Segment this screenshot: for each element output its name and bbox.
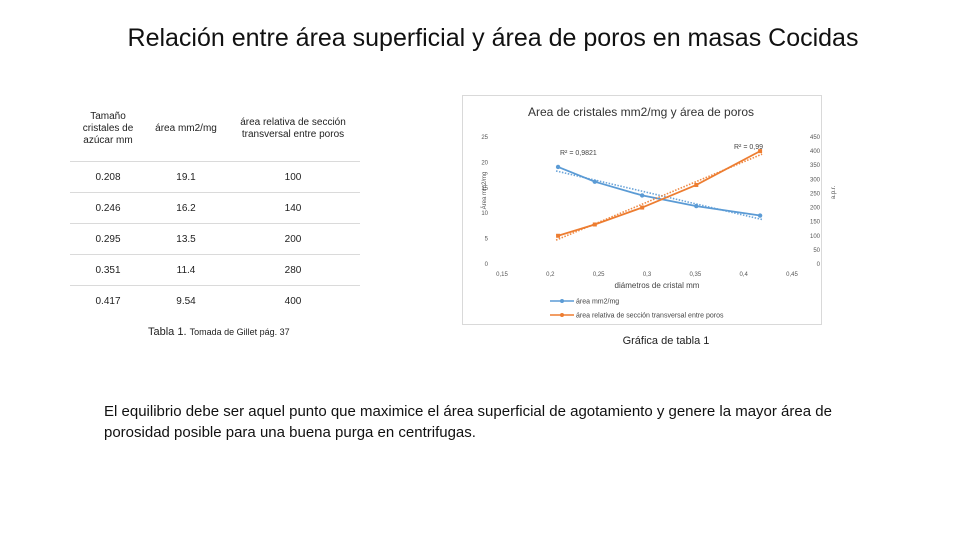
y-right-tick-label: 100 — [810, 234, 821, 240]
x-tick-label: 0,25 — [593, 272, 605, 278]
conclusion-text: El equilibrio debe ser aquel punto que m… — [104, 403, 832, 441]
r2-label-pores: R² = 0,99 — [734, 144, 763, 151]
header-relative-area: área relativa de sección transversal ent… — [240, 117, 346, 140]
data-point — [556, 233, 561, 238]
data-point — [757, 213, 763, 218]
table-row: 0.246 16.2 140 — [70, 192, 360, 224]
x-tick-label: 0,3 — [643, 272, 652, 278]
table-caption-main: Tabla 1. — [148, 326, 187, 338]
x-tick-label: 0,45 — [786, 272, 798, 278]
legend-label: área mm2/mg — [576, 299, 619, 306]
r2-label-area: R² = 0,9821 — [560, 150, 597, 157]
y-right-tick-label: 150 — [810, 220, 821, 226]
y-right-tick-label: 400 — [810, 149, 821, 155]
series-line — [557, 150, 761, 237]
table-row: 0.295 13.5 200 — [70, 223, 360, 255]
table-cell: 400 — [226, 285, 360, 316]
y-right-tick-label: 300 — [810, 177, 821, 183]
header-crystal-size: Tamaño cristales de azúcar mm — [82, 111, 134, 146]
data-point — [592, 179, 597, 184]
table-caption-source: Tomada de Gillet pág. 37 — [189, 327, 290, 337]
x-tick-label: 0,35 — [689, 272, 701, 278]
data-point — [758, 149, 763, 154]
y-left-tick-label: 10 — [481, 211, 488, 217]
y-left-axis-label: Área mm2/mg — [481, 172, 488, 210]
table-cell: 140 — [226, 192, 360, 224]
data-point — [640, 205, 645, 210]
table-cell: 13.5 — [146, 223, 226, 255]
table-cell: 9.54 — [146, 285, 226, 316]
table-cell: 11.4 — [146, 254, 226, 286]
chart-title: Area de cristales mm2/mg y área de poros — [527, 105, 755, 119]
x-axis-label: diámetros de cristal mm — [615, 281, 700, 290]
table-cell: 16.2 — [146, 192, 226, 224]
table-cell: 0.246 — [70, 192, 146, 224]
slide-title: Relación entre área superficial y área d… — [127, 24, 859, 52]
table-header-row: Tamaño cristales de azúcar mm área mm2/m… — [70, 97, 360, 162]
table-cell: 280 — [226, 254, 360, 286]
table-cell: 100 — [226, 161, 360, 193]
table-caption: Tabla 1. Tomada de Gillet pág. 37 — [148, 326, 290, 338]
table-row: 0.208 19.1 100 — [70, 161, 360, 193]
x-tick-label: 0,2 — [546, 272, 555, 278]
data-point — [639, 193, 645, 198]
legend-label: área relativa de sección transversal ent… — [576, 313, 724, 320]
y-left-tick-label: 25 — [481, 135, 488, 141]
table-cell: 0.208 — [70, 161, 146, 193]
x-tick-label: 0,4 — [739, 272, 748, 278]
y-left-tick-label: 0 — [485, 262, 489, 268]
data-point — [555, 164, 561, 170]
y-right-tick-label: 200 — [810, 206, 821, 212]
y-right-tick-label: 50 — [813, 248, 820, 254]
y-right-tick-label: 250 — [810, 191, 821, 197]
data-table: Tamaño cristales de azúcar mm área mm2/m… — [70, 97, 360, 316]
x-tick-label: 0,15 — [496, 272, 508, 278]
data-point — [592, 222, 597, 227]
y-right-axis-label: a.p.r. — [831, 185, 837, 199]
data-point — [694, 203, 699, 209]
y-left-tick-label: 15 — [481, 186, 488, 192]
table-row: 0.417 9.54 400 — [70, 285, 360, 316]
series-line — [557, 166, 761, 217]
header-area: área mm2/mg — [155, 123, 217, 134]
chart: 0,15 0,2 0,25 0,3 0,35 0,4 0,45051015202505010… — [481, 135, 837, 320]
table-cell: 200 — [226, 223, 360, 255]
legend-marker — [560, 299, 564, 303]
chart-caption: Gráfica de tabla 1 — [622, 335, 710, 347]
series-trendline — [555, 170, 763, 221]
table-row: 0.351 11.4 280 — [70, 254, 360, 286]
y-left-tick-label: 5 — [485, 237, 489, 243]
table-cell: 0.351 — [70, 254, 146, 286]
y-right-tick-label: 0 — [817, 262, 821, 268]
chart-frame — [462, 95, 822, 325]
y-left-tick-label: 20 — [481, 160, 488, 166]
table-cell: 0.417 — [70, 285, 146, 316]
data-point — [694, 182, 699, 187]
legend-marker — [560, 313, 564, 317]
y-right-tick-label: 450 — [810, 135, 821, 141]
y-right-tick-label: 350 — [810, 163, 821, 169]
table-cell: 0.295 — [70, 223, 146, 255]
table-cell: 19.1 — [146, 161, 226, 193]
